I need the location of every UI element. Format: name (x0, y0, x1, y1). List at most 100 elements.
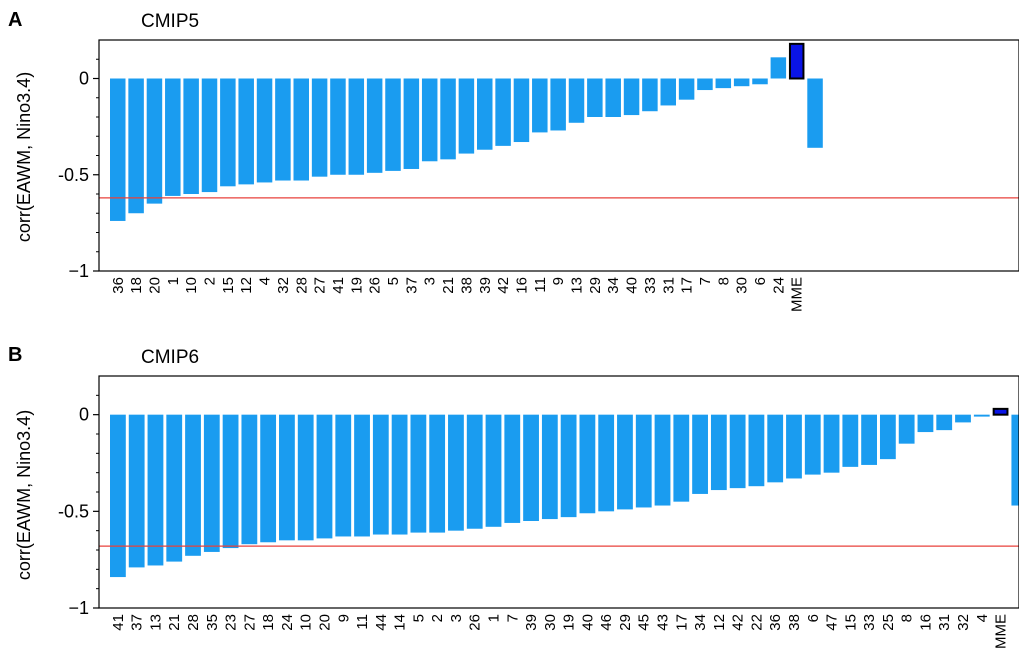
bar (201, 78, 218, 193)
bar (165, 78, 181, 196)
bar (403, 78, 420, 169)
y-tick-label: −1 (68, 261, 89, 281)
bar (587, 78, 603, 117)
bar (448, 414, 464, 531)
bar (697, 78, 713, 91)
bar (532, 78, 548, 133)
x-tick-label: 41 (110, 614, 127, 631)
bar (560, 414, 577, 518)
x-tick-label: 20 (317, 614, 334, 631)
x-tick-label: 47 (824, 614, 841, 631)
bar (366, 78, 383, 173)
bar (623, 78, 640, 116)
bar (166, 414, 183, 562)
x-tick-label: 6 (752, 277, 769, 285)
chart-title: CMIP5 (141, 11, 199, 32)
x-tick-label: 26 (367, 277, 384, 294)
bar (635, 414, 652, 508)
bar (222, 414, 239, 549)
bar (692, 414, 708, 494)
bar (391, 414, 408, 535)
x-tick-label: 34 (692, 614, 709, 631)
bar (372, 414, 389, 535)
x-tick-label: 19 (561, 614, 578, 631)
bar (541, 414, 558, 520)
bar (786, 414, 802, 479)
bar (110, 414, 126, 578)
x-tick-label: MME (789, 277, 806, 312)
x-tick-label: 45 (636, 614, 653, 631)
x-tick-label: 16 (917, 614, 934, 631)
x-tick-label: 24 (279, 614, 296, 631)
x-tick-label: 14 (392, 614, 409, 631)
bar (203, 414, 220, 552)
x-tick-label: 3 (448, 614, 465, 622)
x-tick-label: 5 (385, 277, 402, 285)
bar (241, 414, 258, 545)
x-tick-label: 39 (523, 614, 540, 631)
x-tick-label: 29 (587, 277, 604, 294)
x-tick-label: 42 (730, 614, 747, 631)
x-tick-label: 21 (440, 277, 457, 294)
x-tick-label: 18 (128, 277, 145, 294)
bar (748, 414, 765, 487)
plot-frame (98, 39, 1019, 272)
x-tick-label: 42 (495, 277, 512, 294)
x-tick-label: 2 (202, 277, 219, 285)
x-tick-label: 27 (312, 277, 329, 294)
bar (128, 78, 144, 214)
panel-a: A CMIP5 corr(EAWM, Nino3.4) 0-0.5−136 18 2… (8, 9, 1019, 312)
bar (673, 414, 690, 502)
bar (330, 78, 346, 175)
x-tick-label: 34 (605, 277, 622, 294)
x-tick-label: 36 (767, 614, 784, 631)
panel-letter: A (8, 9, 22, 31)
x-tick-label: MME (993, 614, 1010, 649)
x-tick-label: 40 (624, 277, 641, 294)
x-tick-label: 17 (679, 277, 696, 294)
bar (485, 414, 502, 527)
bar (429, 414, 446, 533)
x-tick-label: 10 (183, 277, 200, 294)
x-tick-label: 8 (899, 614, 916, 622)
x-tick-label: 2 (429, 614, 446, 622)
bar (185, 414, 201, 556)
bar (654, 414, 671, 506)
y-tick-label: -0.5 (58, 165, 89, 185)
bar (316, 414, 333, 539)
x-tick-label: 1 (165, 277, 182, 285)
panel-letter: B (8, 344, 22, 366)
bar (898, 414, 915, 444)
x-tick-label: 21 (166, 614, 183, 631)
x-tick-label: 18 (260, 614, 277, 631)
x-tick-label: 37 (129, 614, 146, 631)
x-tick-label: 11 (354, 614, 371, 630)
bar (955, 414, 971, 423)
chart-title: CMIP6 (141, 347, 199, 368)
plot-area: 0 -0.5 −1 36 18 20 1 10 2 15 12 4 32 28 27 41 19 26 5 37 3 21… (58, 39, 1019, 312)
bar (617, 414, 633, 510)
bar (823, 414, 840, 473)
bar (128, 414, 145, 568)
bar-mme (788, 42, 805, 80)
bar (605, 78, 621, 117)
bar (466, 414, 483, 529)
bar (354, 414, 370, 537)
x-tick-label: 38 (458, 277, 475, 294)
x-tick-label: 43 (655, 614, 672, 631)
bar-mme (992, 407, 1009, 416)
x-tick-label: 30 (542, 614, 559, 631)
x-tick-label: 13 (569, 277, 586, 294)
bar (936, 414, 953, 431)
bar (477, 78, 493, 150)
x-tick-label: 31 (936, 614, 953, 631)
bar (715, 78, 732, 89)
bar (917, 414, 934, 433)
x-tick-label: 33 (642, 277, 659, 294)
bar (256, 78, 273, 183)
bar (752, 78, 768, 85)
y-tick-label: -0.5 (58, 501, 89, 521)
bar (642, 78, 658, 112)
x-tick-label: 25 (880, 614, 897, 631)
x-tick-label: 12 (711, 614, 728, 631)
